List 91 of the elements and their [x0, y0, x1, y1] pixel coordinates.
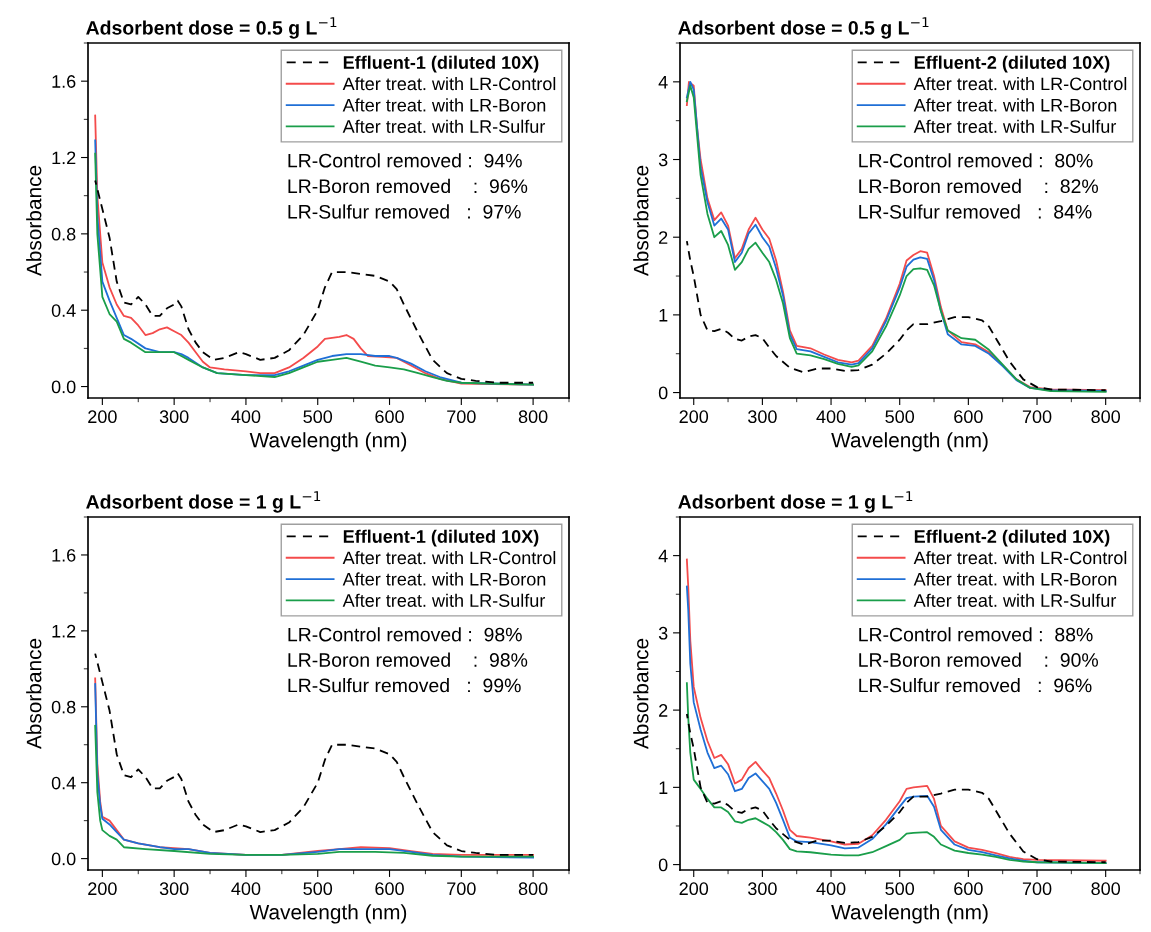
x-tick-label: 700 — [447, 410, 476, 424]
legend-label: Effluent-2 (diluted 10X) — [914, 55, 1110, 73]
annotation: LR-Sulfur removed : 96% — [859, 678, 1092, 693]
chart-title: Adsorbent dose = 0.5 g L$^{−1}$ — [678, 17, 929, 39]
legend-label: After treat. with LR-Sulfur — [342, 119, 546, 133]
y-axis-title: Absorbance — [633, 638, 649, 750]
annotation: LR-Boron removed : 82% — [859, 178, 1099, 194]
legend-label: After treat. with LR-Control — [913, 550, 1127, 565]
annotation: LR-Control removed : 94% — [288, 153, 522, 168]
x-tick-label: 600 — [375, 882, 404, 896]
y-tick-label: 0.0 — [51, 380, 76, 394]
legend-label: After treat. with LR-Sulfur — [913, 593, 1117, 607]
x-tick-label: 500 — [885, 882, 915, 896]
y-tick-label: 2 — [659, 231, 668, 244]
y-tick-label: 0 — [658, 386, 668, 400]
legend-label: After treat. with LR-Boron — [913, 572, 1117, 586]
annotation: LR-Sulfur removed : 99% — [288, 678, 521, 693]
x-tick-label: 800 — [1091, 882, 1121, 896]
x-axis-title: Wavelength (nm) — [249, 432, 407, 452]
x-tick-label: 700 — [1022, 882, 1052, 896]
x-tick-label: 600 — [375, 410, 404, 424]
y-axis-title: Absorbance — [26, 638, 42, 750]
y-tick-label: 0 — [658, 858, 668, 872]
x-axis-title: Wavelength (nm) — [831, 904, 988, 924]
y-tick-label: 0.8 — [51, 227, 76, 241]
annotation: LR-Control removed : 80% — [859, 153, 1093, 168]
x-tick-label: 700 — [447, 882, 476, 896]
chart-title: Adsorbent dose = 1 g L$^{−1}$ — [86, 491, 321, 513]
annotation: LR-Control removed : 98% — [288, 627, 522, 642]
chart-title: Adsorbent dose = 1 g L$^{−1}$ — [678, 491, 913, 513]
legend-label: After treat. with LR-Sulfur — [342, 593, 546, 607]
x-tick-label: 200 — [679, 882, 709, 896]
x-tick-label: 500 — [885, 410, 915, 424]
annotation: LR-Sulfur removed : 84% — [859, 204, 1092, 219]
x-tick-label: 500 — [303, 882, 333, 896]
legend-label: After treat. with LR-Sulfur — [913, 119, 1117, 133]
legend-label: After treat. with LR-Control — [342, 76, 556, 91]
y-tick-label: 3 — [658, 153, 668, 167]
x-tick-label: 500 — [303, 410, 333, 424]
legend-label: After treat. with LR-Control — [913, 76, 1127, 91]
x-tick-label: 200 — [88, 410, 117, 424]
x-tick-label: 400 — [816, 882, 846, 896]
x-tick-label: 400 — [231, 410, 261, 424]
annotation: LR-Sulfur removed : 97% — [288, 204, 521, 219]
y-tick-label: 0.4 — [51, 776, 76, 790]
y-tick-label: 1 — [659, 309, 668, 322]
x-axis-title: Wavelength (nm) — [249, 904, 407, 924]
annotation: LR-Boron removed : 90% — [859, 652, 1099, 667]
y-tick-label: 0.4 — [51, 304, 76, 317]
legend-label: Effluent-1 (diluted 10X) — [343, 55, 539, 73]
x-tick-label: 400 — [816, 410, 846, 424]
x-tick-label: 800 — [1091, 410, 1121, 424]
x-axis-title: Wavelength (nm) — [831, 432, 988, 452]
annotation: LR-Boron removed : 96% — [288, 178, 528, 194]
y-tick-label: 3 — [658, 626, 668, 640]
x-tick-label: 200 — [679, 410, 709, 424]
x-tick-label: 200 — [88, 882, 117, 896]
y-axis-title: Absorbance — [26, 165, 42, 277]
x-tick-label: 300 — [748, 882, 777, 896]
line-series — [94, 724, 535, 858]
x-tick-label: 800 — [518, 882, 548, 896]
y-tick-label: 1.2 — [52, 151, 76, 165]
x-tick-label: 400 — [231, 882, 261, 896]
y-tick-label: 4 — [658, 75, 668, 89]
legend-label: After treat. with LR-Boron — [342, 98, 546, 112]
legend-label: Effluent-1 (diluted 10X) — [343, 529, 539, 547]
y-tick-label: 1.6 — [52, 75, 76, 88]
chart-title: Adsorbent dose = 0.5 g L$^{−1}$ — [86, 17, 337, 39]
y-axis-title: Absorbance — [633, 165, 649, 277]
y-tick-label: 1 — [659, 781, 668, 794]
x-tick-label: 800 — [518, 410, 548, 424]
y-tick-label: 1.2 — [52, 624, 76, 638]
y-tick-label: 0.8 — [51, 700, 76, 714]
y-tick-label: 1.6 — [52, 548, 76, 562]
x-tick-label: 600 — [954, 410, 983, 424]
x-tick-label: 300 — [748, 410, 777, 424]
y-tick-label: 4 — [658, 549, 668, 563]
x-tick-label: 300 — [159, 882, 189, 896]
legend-label: After treat. with LR-Control — [342, 550, 556, 565]
annotation: LR-Boron removed : 98% — [288, 652, 528, 667]
x-tick-label: 600 — [954, 882, 983, 896]
x-tick-label: 300 — [159, 410, 189, 424]
y-tick-label: 0.0 — [51, 852, 76, 866]
y-tick-label: 2 — [659, 704, 668, 717]
line-series — [685, 713, 1107, 864]
legend-label: After treat. with LR-Boron — [913, 98, 1117, 112]
line-series — [685, 240, 1107, 392]
annotation: LR-Control removed : 88% — [859, 627, 1093, 642]
x-tick-label: 700 — [1022, 410, 1052, 424]
legend-label: Effluent-2 (diluted 10X) — [914, 529, 1110, 547]
legend-label: After treat. with LR-Boron — [342, 572, 546, 586]
